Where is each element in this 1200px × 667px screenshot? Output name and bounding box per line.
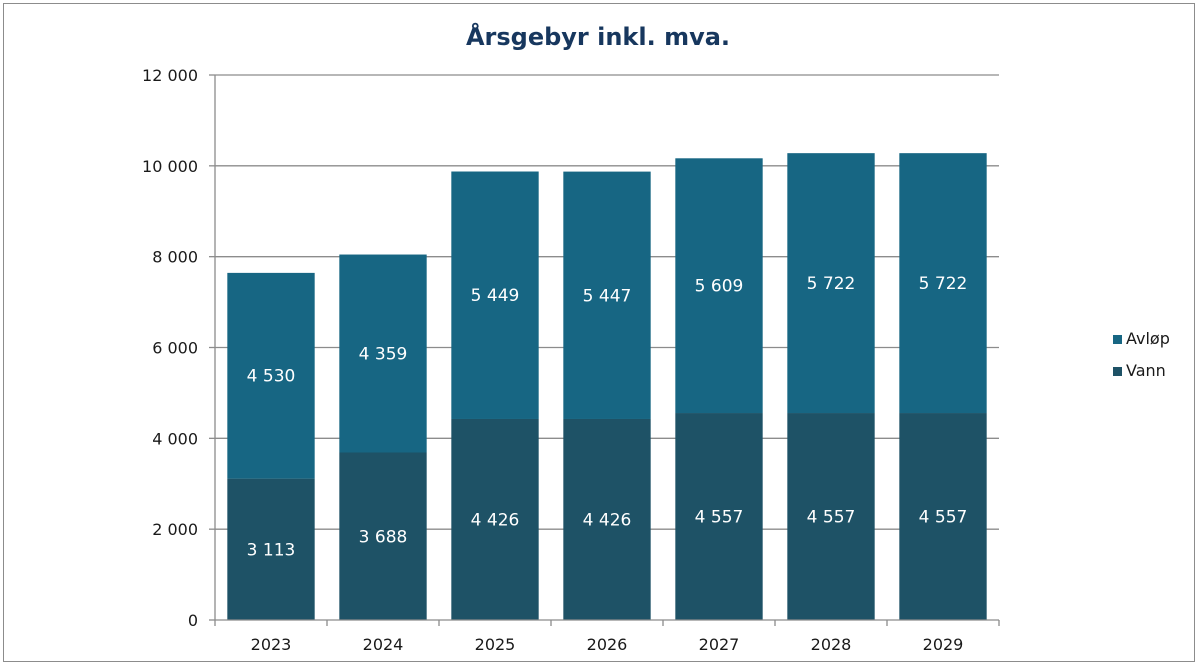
bar-avløp-2025: [451, 171, 539, 419]
bar-avløp-2024: [339, 254, 427, 453]
bar-vann-2026: [563, 418, 651, 620]
data-label: 3 688: [359, 527, 408, 547]
x-tick-label: 2023: [251, 635, 292, 654]
bar-vann-2025: [451, 418, 539, 620]
x-tick-label: 2025: [475, 635, 516, 654]
data-label: 5 449: [471, 286, 520, 306]
y-tick-label: 4 000: [152, 429, 198, 448]
x-axis-ticks: 2023 2024 2025 2026 2027 2028 2029: [214, 620, 1000, 654]
bar-avløp-2029: [899, 153, 987, 414]
bar-avløp-2026: [563, 171, 651, 419]
bar-avløp-2028: [787, 153, 875, 414]
data-label: 5 722: [919, 274, 968, 294]
data-label: 5 722: [807, 274, 856, 294]
x-tick-label: 2026: [587, 635, 628, 654]
x-tick-label: 2028: [811, 635, 852, 654]
y-tick-label: 2 000: [152, 520, 198, 539]
data-label: 4 426: [583, 510, 632, 530]
bars: [227, 153, 987, 620]
data-label: 4 557: [919, 508, 968, 528]
y-tick-label: 10 000: [142, 157, 198, 176]
y-tick-label: 6 000: [152, 339, 198, 358]
data-label: 3 113: [247, 540, 296, 560]
data-label: 4 359: [359, 345, 408, 365]
bar-vann-2024: [339, 452, 427, 620]
data-labels: 3 113 4 530 3 688 4 359 4 426 5 449 4 426 5 447…: [247, 274, 968, 560]
legend: Avløp Vann: [1113, 329, 1170, 380]
y-tick-label: 8 000: [152, 248, 198, 267]
bar-vann-2029: [899, 413, 987, 620]
data-label: 4 530: [247, 367, 296, 387]
chart-title: Årsgebyr inkl. mva.: [466, 22, 730, 51]
data-label: 5 447: [583, 286, 632, 306]
y-tick-label: 0: [188, 611, 198, 630]
data-label: 4 557: [807, 508, 856, 528]
data-label: 5 609: [695, 277, 744, 297]
bar-vann-2023: [227, 478, 315, 620]
bar-vann-2028: [787, 413, 875, 620]
legend-swatch-vann: [1113, 367, 1122, 376]
bar-vann-2027: [675, 413, 763, 620]
legend-label-avløp: Avløp: [1126, 329, 1170, 348]
x-tick-label: 2024: [363, 635, 404, 654]
legend-swatch-avløp: [1113, 335, 1122, 344]
data-label: 4 426: [471, 510, 520, 530]
x-tick-label: 2029: [923, 635, 964, 654]
y-axis-ticks: 0 2 000 4 000 6 000 8 000 10 000 12 000: [142, 66, 215, 630]
y-tick-label: 12 000: [142, 66, 198, 85]
legend-label-vann: Vann: [1126, 361, 1166, 380]
data-label: 4 557: [695, 508, 744, 528]
x-tick-label: 2027: [699, 635, 740, 654]
bar-avløp-2023: [227, 272, 315, 479]
bar-avløp-2027: [675, 158, 763, 414]
